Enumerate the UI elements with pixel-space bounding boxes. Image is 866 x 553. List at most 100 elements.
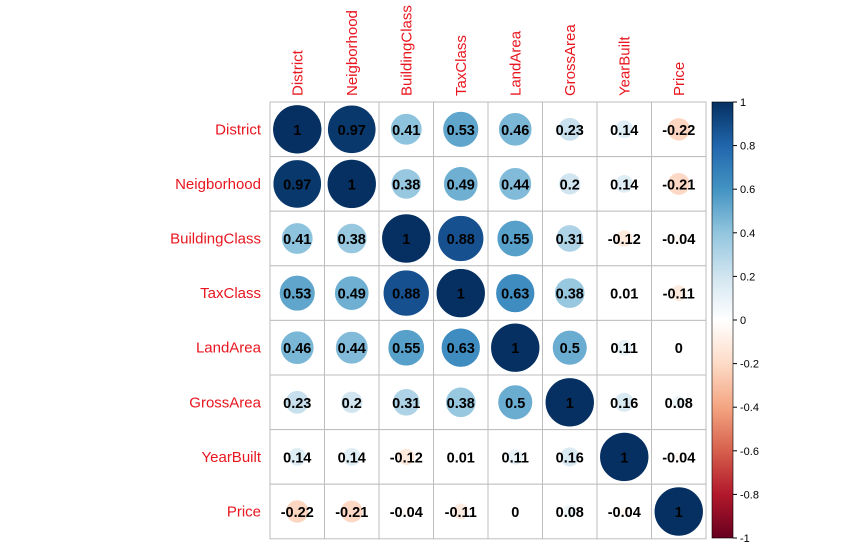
- correlation-circle: [673, 233, 684, 244]
- row-label: Neigborhood: [175, 176, 261, 193]
- colorbar-tick-label: -0.4: [740, 402, 759, 414]
- colorbar-tick-label: 0.4: [740, 228, 755, 240]
- correlation-circle: [381, 213, 432, 264]
- row-label: Price: [227, 504, 261, 521]
- grid-cell: [487, 483, 543, 540]
- colorbar-tick-label: 0.6: [740, 184, 755, 196]
- row-label: District: [215, 121, 262, 138]
- correlation-circle: [496, 220, 534, 257]
- correlation-circle: [497, 384, 533, 420]
- correlation-value: 0.16: [610, 396, 638, 412]
- correlation-cells: 1 0.97 0.41 0.53 0.46 0.23 0.14 -0.22 0.97 1 0.38 0…: [272, 104, 704, 537]
- correlation-value: 0.08: [556, 505, 584, 521]
- correlation-value: 1: [566, 396, 574, 412]
- correlation-value: -0.11: [663, 287, 695, 303]
- correlation-value: 0.97: [283, 177, 311, 193]
- correlation-circle: [498, 167, 532, 201]
- correlation-value: 0.14: [283, 450, 311, 466]
- correlation-value: 0.88: [447, 232, 475, 248]
- colorbar: 1 0.8 0.6 0.4 0.2 0 -0.2 -0.4 -0.6 -0.8 -1: [711, 97, 759, 545]
- correlation-circle: [281, 222, 314, 255]
- correlation-circle: [326, 159, 377, 209]
- correlation-value: -0.22: [281, 505, 314, 521]
- correlation-circle: [555, 224, 584, 253]
- correlation-circle: [442, 111, 479, 148]
- correlation-value: 0.38: [447, 396, 475, 412]
- correlation-value: -0.22: [662, 123, 695, 139]
- correlation-circle: [342, 447, 362, 467]
- correlation-value: -0.04: [662, 450, 695, 466]
- correlation-value: 0.31: [392, 396, 420, 412]
- correlation-value: -0.21: [335, 505, 368, 521]
- correlation-value: 0.44: [501, 177, 529, 193]
- correlation-circle: [498, 112, 533, 147]
- correlation-circle: [382, 269, 430, 317]
- row-label: LandArea: [196, 340, 262, 357]
- correlation-value: -0.04: [608, 505, 641, 521]
- colorbar-tick-label: -0.6: [740, 446, 759, 458]
- correlation-circle: [287, 447, 307, 467]
- correlation-value: 1: [457, 287, 465, 303]
- correlation-value: 0.14: [338, 450, 366, 466]
- correlation-circle: [279, 274, 316, 312]
- correlation-value: -0.04: [390, 505, 423, 521]
- correlation-circle: [673, 451, 684, 463]
- correlation-value: 1: [348, 177, 356, 193]
- correlation-value: 0.38: [556, 287, 584, 303]
- correlation-value: 0.97: [338, 123, 366, 139]
- colorbar-tick-label: 0.2: [740, 271, 755, 283]
- correlation-circle: [666, 117, 691, 142]
- correlation-value: 0.49: [338, 287, 366, 303]
- correlation-value: 1: [675, 505, 683, 521]
- correlation-value: 0.55: [392, 341, 420, 357]
- correlation-circle: [667, 172, 691, 196]
- correlation-value: 0.41: [283, 232, 311, 248]
- correlation-circle: [285, 499, 310, 524]
- correlation-value: 0.31: [556, 232, 584, 248]
- correlation-value: 0.23: [283, 396, 311, 412]
- row-label: GrossArea: [189, 394, 261, 411]
- correlation-circle: [670, 284, 688, 302]
- correlation-value: 0.46: [283, 341, 311, 357]
- grid-cell: [651, 319, 707, 376]
- correlation-circle: [390, 113, 423, 146]
- correlation-circle: [280, 330, 315, 365]
- correlation-circle: [445, 386, 477, 418]
- correlation-circle: [340, 391, 364, 414]
- correlation-value: 0.01: [447, 450, 475, 466]
- correlation-value: 0: [675, 341, 683, 357]
- correlation-circle: [443, 166, 479, 202]
- correlation-circle: [615, 339, 633, 357]
- colorbar-tick-label: 1: [740, 97, 746, 109]
- correlation-value: 0.38: [338, 232, 366, 248]
- correlation-value: 0.88: [392, 287, 420, 303]
- correlation-value: -0.11: [445, 505, 477, 521]
- correlation-circle: [397, 448, 416, 466]
- correlation-circle: [435, 268, 486, 318]
- correlation-circle: [437, 215, 485, 262]
- correlation-circle: [559, 446, 580, 468]
- grid-cell: [651, 101, 707, 158]
- correlation-value: 0.63: [501, 287, 529, 303]
- correlation-value: 0.23: [556, 123, 584, 139]
- correlation-circle: [558, 172, 582, 196]
- correlation-value: 1: [293, 123, 301, 139]
- correlation-circle: [653, 486, 704, 537]
- correlation-circle: [615, 229, 634, 248]
- correlation-value: -0.21: [662, 177, 695, 193]
- correlation-value: 0.5: [560, 341, 580, 357]
- correlation-circle: [336, 223, 368, 254]
- row-label: YearBuilt: [202, 449, 262, 466]
- correlation-value: 0.63: [447, 341, 475, 357]
- correlation-value: 0.55: [501, 232, 529, 248]
- correlation-circle: [621, 290, 627, 296]
- correlation-circle: [335, 331, 369, 365]
- column-label: Neigborhood: [344, 10, 361, 96]
- correlation-value: 0.53: [283, 287, 311, 303]
- correlation-circle: [599, 432, 650, 482]
- correlation-circle: [272, 104, 323, 155]
- correlation-circle: [452, 503, 470, 520]
- column-label: TaxClass: [453, 35, 470, 96]
- correlation-value: 0.16: [556, 450, 584, 466]
- correlation-value: 0.46: [501, 123, 529, 139]
